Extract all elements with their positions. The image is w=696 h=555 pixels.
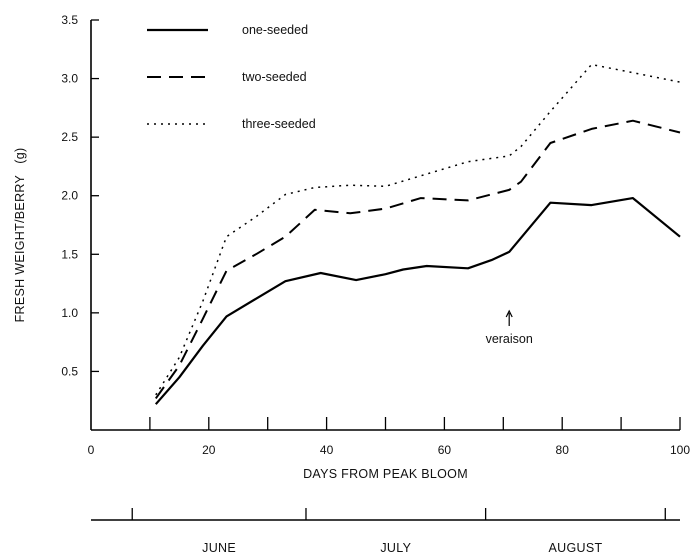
y-tick-label: 2.0	[61, 189, 78, 203]
legend: one-seeded two-seeded three-seeded	[147, 23, 316, 131]
month-label: AUGUST	[549, 541, 603, 555]
y-tick-label: 1.0	[61, 306, 78, 320]
y-axis-title: FRESH WEIGHT/BERRY (g)	[13, 148, 27, 323]
legend-label: three-seeded	[242, 117, 316, 131]
veraison-label: veraison	[486, 332, 533, 346]
x-tick-label: 0	[88, 443, 95, 457]
y-tick-label: 3.5	[61, 13, 78, 27]
x-tick-label: 80	[556, 443, 570, 457]
x-tick-label: 100	[670, 443, 690, 457]
series-line-one-seeded	[154, 197, 681, 405]
veraison-arrowhead	[505, 309, 513, 318]
x-tick-label: 40	[320, 443, 334, 457]
y-tick-label: 3.0	[61, 72, 78, 86]
month-axis: JUNE JULY AUGUST	[91, 508, 680, 555]
legend-label: two-seeded	[242, 70, 307, 84]
series-lines	[154, 63, 681, 405]
y-tick-label: 1.5	[61, 247, 78, 261]
x-axis-title: DAYS FROM PEAK BLOOM	[303, 467, 468, 481]
x-tick-label: 60	[438, 443, 452, 457]
y-tick-label: 2.5	[61, 130, 78, 144]
annotations: veraison	[486, 309, 533, 346]
month-label: JULY	[380, 541, 411, 555]
axes: 0.5 1.0 1.5 2.0 2.5 3.0 3.5 0 20 40 60 80 100 DAYS FR…	[13, 13, 690, 481]
y-tick-label: 0.5	[61, 364, 78, 378]
legend-label: one-seeded	[242, 23, 308, 37]
month-label: JUNE	[202, 541, 236, 555]
series-line-two-seeded	[154, 119, 681, 399]
series-line-three-seeded	[155, 63, 681, 396]
x-tick-label: 20	[202, 443, 216, 457]
